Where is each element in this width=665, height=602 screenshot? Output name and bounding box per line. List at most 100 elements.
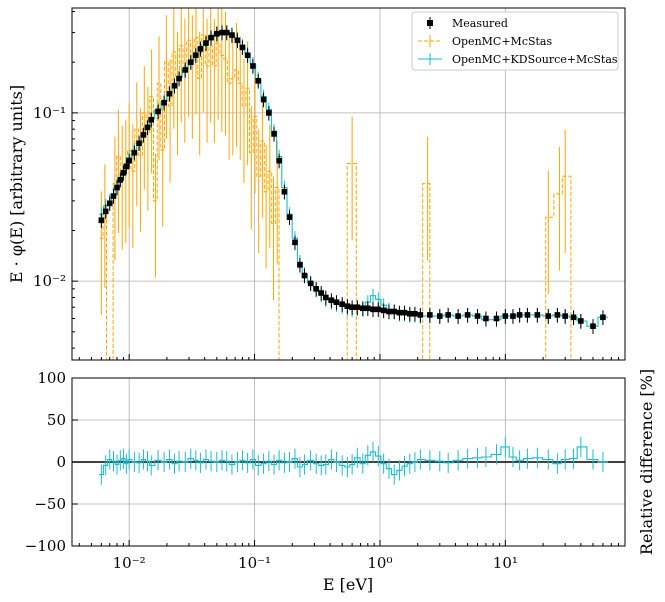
measured-point	[578, 318, 584, 324]
y-axis-label-residual: Relative difference [%]	[637, 369, 656, 555]
measured-point	[244, 52, 251, 59]
measured-point	[354, 304, 361, 311]
y-axis-label-main: E · φ(E) [arbitrary units]	[7, 85, 26, 283]
measured-point	[136, 140, 142, 147]
measured-point	[365, 305, 371, 312]
measured-point	[223, 29, 230, 36]
measured-point	[271, 131, 277, 137]
measured-point	[208, 34, 214, 41]
measured-point	[375, 306, 382, 313]
measured-point	[323, 294, 329, 301]
measured-point	[281, 188, 288, 195]
measured-point	[187, 59, 194, 66]
measured-point	[417, 312, 424, 318]
x-axis-label: E [eV]	[323, 575, 373, 594]
measured-point	[161, 99, 167, 106]
measured-point	[445, 312, 451, 318]
y-tick-label: 100	[37, 369, 66, 387]
x-tick-label: 10¹	[493, 554, 518, 572]
legend-box	[411, 11, 619, 71]
measured-point	[301, 272, 308, 279]
measured-point	[370, 306, 376, 313]
x-tick-label: 10⁻¹	[238, 554, 271, 572]
measured-point	[396, 309, 403, 316]
measured-point	[349, 304, 355, 311]
measured-point	[524, 312, 531, 318]
y-tick-label: −100	[25, 537, 66, 555]
legend-label: Measured	[452, 17, 508, 30]
measured-point	[562, 313, 568, 319]
measured-point	[493, 315, 500, 322]
measured-point	[260, 96, 267, 103]
measured-point	[380, 307, 387, 314]
measured-point	[360, 305, 366, 312]
measured-point	[570, 314, 577, 321]
measured-point	[176, 75, 182, 82]
main-panel-plot	[98, 8, 608, 360]
measured-point	[123, 163, 130, 170]
legend-measured-swatch	[427, 20, 433, 26]
measured-point	[131, 149, 138, 156]
measured-point	[407, 310, 413, 317]
measured-point	[401, 309, 408, 316]
main-panel-ticks: 10⁻² 10⁻¹	[33, 11, 626, 360]
x-tick-label: 10⁻²	[113, 554, 146, 572]
measured-point	[114, 184, 120, 191]
measured-point	[266, 110, 272, 116]
residual-panel-ticks: 10⁻² 10⁻¹ 10⁰ 10¹ 100 50 0 −50 −100	[25, 369, 626, 572]
y-tick-label: −50	[34, 495, 66, 513]
measured-point	[193, 52, 199, 59]
measured-point	[590, 323, 596, 329]
measured-point	[250, 63, 256, 69]
measured-point	[600, 314, 606, 321]
measured-point	[155, 108, 161, 115]
measured-point	[516, 312, 523, 318]
residual-step-line	[99, 446, 608, 476]
measured-point	[313, 286, 319, 292]
main-panel-frame	[71, 7, 626, 361]
measured-point	[483, 315, 489, 322]
y-tick-label: 0	[56, 453, 66, 471]
measured-point	[436, 313, 443, 319]
y-tick-label: 10⁻²	[33, 272, 66, 290]
measured-point	[197, 46, 204, 52]
measured-point	[333, 299, 340, 305]
measured-point	[171, 82, 178, 89]
measured-point	[140, 132, 147, 138]
measured-point	[182, 67, 189, 73]
y-tick-label: 10⁻¹	[33, 104, 66, 122]
legend-label: OpenMC+McStas	[452, 35, 552, 48]
measured-point	[534, 312, 541, 318]
measured-point	[203, 40, 209, 46]
x-tick-label: 10⁰	[367, 554, 392, 572]
measured-point	[297, 262, 303, 268]
measured-point	[126, 157, 132, 164]
measured-point	[255, 78, 262, 84]
measured-point	[239, 44, 246, 51]
residual-panel-plot	[72, 436, 625, 485]
measured-point	[98, 217, 105, 224]
measured-point	[286, 214, 293, 220]
measured-point	[328, 297, 335, 304]
measured-point	[339, 301, 346, 307]
measured-point	[292, 239, 298, 246]
legend-label: OpenMC+KDSource+McStas	[452, 53, 618, 66]
measured-point	[276, 157, 282, 164]
measured-point	[502, 313, 509, 319]
measured-point	[234, 37, 241, 44]
measured-point	[102, 208, 109, 215]
legend: Measured OpenMC+McStas OpenMC+KDSource+McS…	[411, 11, 619, 71]
measured-point	[510, 313, 516, 319]
measured-point	[166, 90, 173, 97]
measured-point	[117, 177, 124, 183]
y-tick-label: 50	[47, 411, 66, 429]
measured-point	[554, 312, 561, 318]
measured-point	[391, 308, 398, 315]
measured-point	[464, 312, 471, 318]
measured-point	[148, 116, 155, 123]
measured-point	[110, 193, 117, 199]
measured-point	[144, 124, 151, 131]
measured-point	[412, 310, 418, 317]
measured-point	[318, 290, 325, 296]
measured-point	[106, 200, 113, 207]
